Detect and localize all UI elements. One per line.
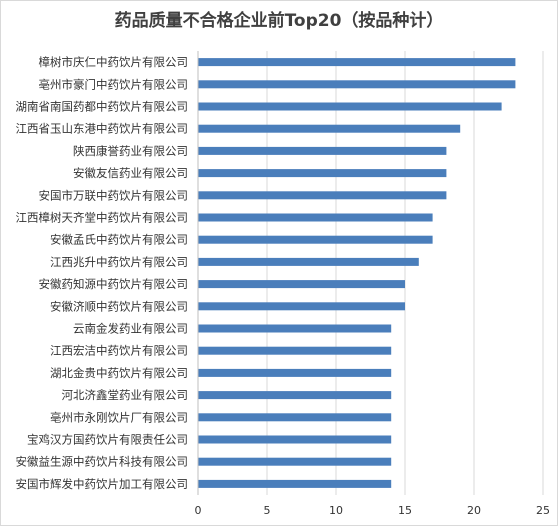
y-tick-label: 樟树市庆仁中药饮片有限公司 — [39, 55, 189, 69]
bar — [198, 191, 447, 200]
bar — [198, 257, 419, 266]
bar — [198, 102, 502, 111]
bar — [198, 146, 447, 155]
y-tick-label: 江西兆升中药饮片有限公司 — [50, 255, 188, 269]
gridlines — [266, 51, 544, 495]
bar — [198, 235, 433, 244]
y-tick-label: 安国市万联中药饮片有限公司 — [39, 188, 189, 202]
y-tick-label: 安国市辉发中药饮片加工有限公司 — [16, 477, 189, 491]
x-tick-label: 10 — [329, 504, 343, 517]
y-tick-label: 安徽益生源中药饮片科技有限公司 — [16, 455, 189, 469]
x-tick-label: 5 — [264, 504, 271, 517]
bar — [198, 346, 392, 355]
bar — [198, 324, 392, 333]
bar — [198, 391, 392, 400]
bar — [198, 479, 392, 488]
y-tick-label: 亳州市豪门中药饮片有限公司 — [39, 77, 189, 91]
bar — [198, 80, 516, 89]
y-tick-label: 安徽友信药业有限公司 — [73, 166, 188, 180]
bar — [198, 302, 405, 311]
bar — [198, 413, 392, 422]
x-tick-label: 20 — [467, 504, 481, 517]
y-axis: 樟树市庆仁中药饮片有限公司亳州市豪门中药饮片有限公司湖南省南国药都中药饮片有限公… — [16, 51, 199, 495]
bars — [198, 58, 516, 488]
y-tick-label: 江西省玉山东港中药饮片有限公司 — [16, 122, 189, 136]
bar — [198, 213, 433, 222]
y-tick-label: 安徽孟氏中药饮片有限公司 — [50, 233, 188, 247]
bar — [198, 435, 392, 444]
bar — [198, 457, 392, 466]
bar — [198, 124, 461, 133]
y-tick-label: 河北济鑫堂药业有限公司 — [62, 388, 189, 402]
x-tick-label: 0 — [195, 504, 202, 517]
x-tick-label: 25 — [536, 504, 550, 517]
x-axis: 0 5 10 15 20 25 — [195, 504, 551, 517]
x-tick-label: 15 — [398, 504, 412, 517]
y-tick-label: 宝鸡汉方国药饮片有限责任公司 — [27, 433, 188, 447]
y-tick-label: 陕西康誉药业有限公司 — [73, 144, 188, 158]
y-tick-label: 云南金发药业有限公司 — [73, 322, 188, 336]
y-tick-label: 湖北金贵中药饮片有限公司 — [50, 366, 188, 380]
bar — [198, 368, 392, 377]
y-tick-label: 江西樟树天齐堂中药饮片有限公司 — [16, 211, 189, 225]
bar — [198, 169, 447, 178]
y-tick-label: 亳州市永刚饮片厂有限公司 — [50, 410, 188, 424]
chart-title: 药品质量不合格企业前Top20（按品种计） — [115, 10, 444, 31]
bar — [198, 58, 516, 67]
y-tick-label: 安徽济顺中药饮片有限公司 — [50, 299, 188, 313]
y-tick-label: 安徽药知源中药饮片有限公司 — [39, 277, 189, 291]
y-tick-label: 江西宏洁中药饮片有限公司 — [50, 344, 188, 358]
bar — [198, 280, 405, 289]
y-tick-label: 湖南省南国药都中药饮片有限公司 — [16, 100, 189, 114]
